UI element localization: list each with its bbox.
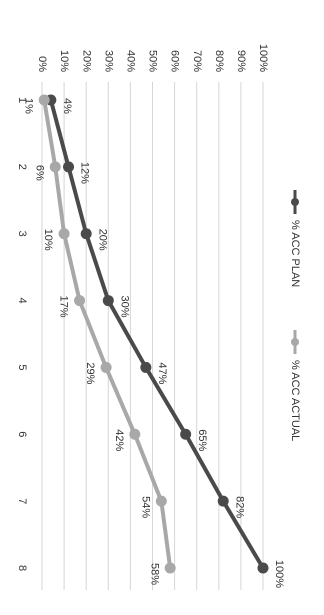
y-tick-label: 90% [235, 50, 247, 72]
data-point [100, 361, 112, 373]
data-label: 6% [33, 165, 45, 181]
data-point [74, 295, 86, 307]
legend-marker [291, 198, 299, 206]
data-label: 4% [61, 98, 73, 114]
data-label: 1% [22, 98, 34, 114]
data-label: 58% [148, 563, 160, 585]
data-label: 30% [118, 296, 130, 318]
data-label: 20% [96, 229, 108, 251]
data-label: 10% [42, 229, 54, 251]
x-tick-label: 8 [16, 565, 28, 571]
data-label: 17% [58, 296, 70, 318]
data-point [140, 361, 152, 373]
x-tick-label: 3 [16, 231, 28, 237]
data-point [58, 228, 70, 240]
y-tick-label: 0% [36, 56, 48, 72]
data-point [155, 495, 167, 507]
data-point [129, 428, 141, 440]
legend-label: % ACC ACTUAL [289, 360, 301, 441]
y-tick-label: 30% [102, 50, 114, 72]
data-point [164, 562, 176, 574]
x-tick-label: 1 [16, 97, 28, 103]
data-point [63, 161, 75, 173]
data-label: 29% [84, 362, 96, 384]
data-label: 47% [156, 362, 168, 384]
x-tick-label: 6 [16, 431, 28, 437]
data-label: 65% [196, 429, 208, 451]
data-label: 12% [79, 162, 91, 184]
data-point [80, 228, 92, 240]
data-point [49, 161, 61, 173]
y-tick-label: 20% [80, 50, 92, 72]
y-tick-label: 60% [169, 50, 181, 72]
x-tick-label: 5 [16, 364, 28, 370]
legend-marker [291, 338, 299, 346]
series-line [48, 99, 265, 570]
series-line [42, 99, 173, 569]
y-tick-label: 100% [257, 44, 269, 72]
data-point [217, 495, 229, 507]
y-tick-label: 80% [213, 50, 225, 72]
x-tick-label: 7 [16, 498, 28, 504]
data-point [257, 562, 269, 574]
y-tick-label: 40% [124, 50, 136, 72]
y-tick-label: 50% [147, 50, 159, 72]
data-label: 82% [233, 496, 245, 518]
data-label: 42% [113, 429, 125, 451]
data-point [38, 94, 50, 106]
y-tick-label: 70% [191, 50, 203, 72]
legend-label: % ACC PLAN [289, 220, 301, 287]
y-tick-label: 10% [58, 50, 70, 72]
rotated-chart: 0% 10% 20% 30% 40% 50% 60% 70% 80% 90% 100% 1 2 3 4 5 6 7… [16, 44, 301, 590]
data-point [102, 295, 114, 307]
x-tick-label: 4 [16, 298, 28, 304]
data-label: 100% [273, 560, 285, 588]
data-label: 54% [139, 496, 151, 518]
x-tick-label: 2 [16, 164, 28, 170]
data-point [180, 428, 192, 440]
